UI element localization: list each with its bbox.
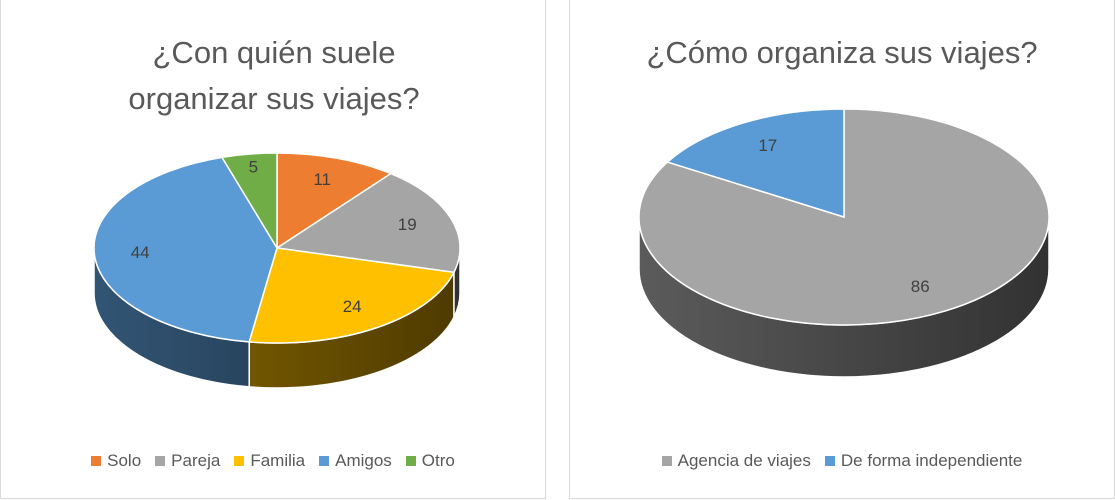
legend-label: Amigos — [335, 451, 392, 470]
pie-slice — [248, 247, 456, 344]
legend-swatch — [91, 456, 102, 466]
legend-label: Agencia de viajes — [677, 451, 811, 470]
legend-label: De forma independiente — [840, 451, 1023, 470]
legend-swatch — [824, 456, 835, 466]
legend-label: Otro — [421, 451, 455, 470]
legend-swatch — [405, 456, 416, 466]
data-label: 11 — [313, 170, 331, 189]
pie-chart: 11 19 24 44 5 — [93, 152, 461, 389]
data-label: 86 — [911, 277, 930, 296]
chart-panel: ¿Cómo organiza sus viajes? 86 17 Agencia de… — [569, 0, 1115, 499]
chart-title: ¿Cómo organiza sus viajes? — [646, 35, 1038, 70]
legend: Agencia de viajes De forma independiente — [570, 451, 1114, 471]
data-label: 17 — [758, 136, 777, 155]
chart-title: ¿Con quién suele organizar sus viajes? — [128, 35, 420, 116]
legend-swatch — [319, 456, 330, 466]
legend-item: Familia — [234, 451, 305, 471]
legend-label: Familia — [250, 451, 306, 470]
legend-swatch — [155, 456, 166, 466]
legend-swatch — [234, 456, 245, 466]
legend-swatch — [661, 456, 672, 466]
legend-item: Solo — [91, 451, 141, 471]
legend-label: Solo — [107, 451, 142, 470]
chart-panel: ¿Con quién suele organizar sus viajes? 11… — [0, 0, 546, 499]
pie-slice — [666, 108, 845, 219]
legend-item: Amigos — [319, 451, 392, 471]
pie-slice — [276, 152, 393, 250]
pie-chart: 86 17 — [638, 108, 1050, 378]
pie-slice — [93, 156, 278, 343]
legend-item: Agencia de viajes — [661, 451, 811, 471]
legend-item: Pareja — [155, 451, 220, 471]
pie-slice — [274, 172, 461, 274]
legend-item: Otro — [405, 451, 455, 471]
legend-item: De forma independiente — [824, 451, 1023, 471]
pie-slice — [220, 152, 278, 251]
data-label: 5 — [249, 158, 258, 177]
legend: Solo Pareja Familia Amigos Otro — [1, 451, 545, 471]
data-label: 44 — [131, 243, 150, 262]
data-label: 19 — [398, 215, 417, 234]
data-label: 24 — [343, 297, 362, 316]
legend-label: Pareja — [171, 451, 221, 470]
